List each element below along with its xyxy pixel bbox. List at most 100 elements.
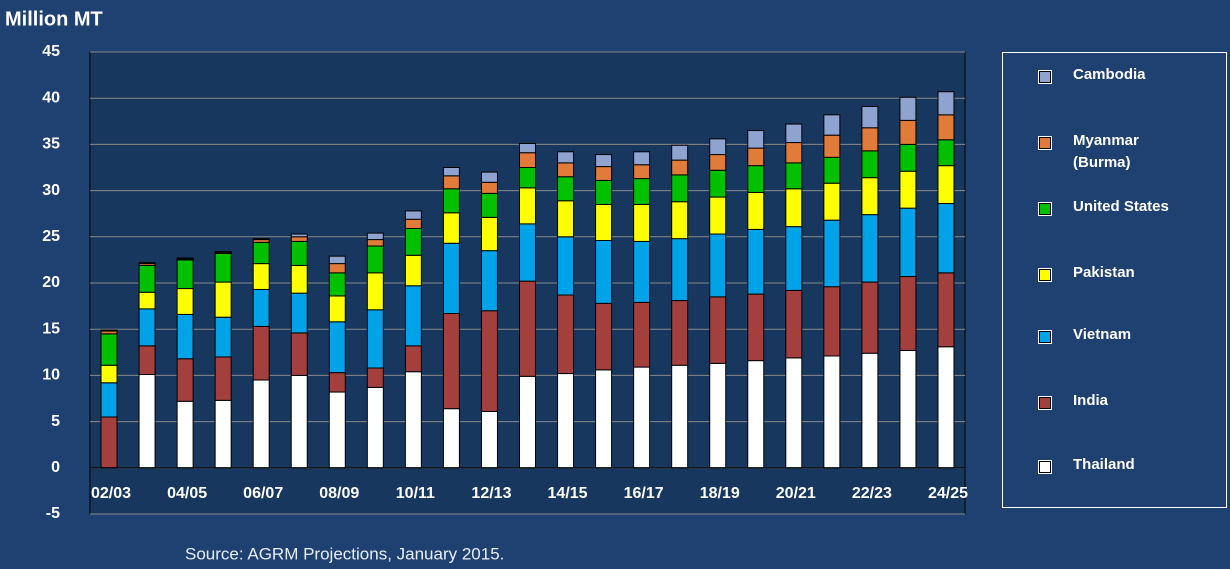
bar-segment <box>595 179 613 205</box>
bar-segment <box>100 364 118 384</box>
bar-segment <box>671 300 689 366</box>
bar-segment <box>328 272 346 297</box>
bar-segment <box>176 313 194 360</box>
bar-segment <box>100 382 118 418</box>
legend-label: India <box>1073 392 1109 409</box>
bar-segment <box>861 214 879 283</box>
bar-segment <box>785 123 803 144</box>
y-tick-label: -5 <box>46 505 60 522</box>
bar-segment <box>595 302 613 371</box>
legend-swatch <box>1038 330 1052 344</box>
legend-label: Myanmar (Burma) <box>1073 132 1139 171</box>
y-tick-label: 10 <box>42 367 60 384</box>
bar-segment <box>709 138 727 156</box>
bar-segment <box>252 263 270 290</box>
bar-segment <box>442 408 460 469</box>
bar-segment <box>328 295 346 323</box>
bar-segment <box>633 366 651 469</box>
bar-segment <box>366 239 384 247</box>
bar-segment <box>328 321 346 374</box>
bar-segment <box>747 147 765 167</box>
bar-segment <box>899 207 917 278</box>
bar-segment <box>785 142 803 164</box>
bar-segment <box>404 227 422 256</box>
bar-segment <box>671 364 689 469</box>
legend-label: Cambodia <box>1073 66 1146 83</box>
bar-segment <box>557 200 575 238</box>
bar-segment <box>861 127 879 152</box>
bar-segment <box>404 210 422 220</box>
bar-segment <box>595 369 613 469</box>
bar-segment <box>709 233 727 298</box>
bar-segment <box>937 272 955 348</box>
bar-segment <box>519 375 536 469</box>
bar-segment <box>785 162 803 190</box>
bar-segment <box>252 288 270 327</box>
bar-segment <box>557 162 575 178</box>
bar-segment <box>595 154 613 168</box>
bar-segment <box>823 286 841 357</box>
bar-segment <box>557 176 575 202</box>
legend-item: Vietnam <box>1038 326 1183 346</box>
source: Source: AGRM Projections, January 2015. <box>185 544 504 563</box>
bar-segment <box>480 171 498 183</box>
x-tick-label: 10/11 <box>396 485 435 502</box>
bar-segment <box>328 372 346 393</box>
bar-segment <box>899 119 917 145</box>
bar-segment <box>480 310 498 412</box>
bar-segment <box>138 264 156 293</box>
bar-segment <box>366 309 384 369</box>
bar-segment <box>519 142 536 154</box>
bar-segment <box>937 165 955 205</box>
bar-segment <box>404 371 422 469</box>
bar-segment <box>519 223 536 282</box>
legend-label: United States <box>1073 198 1169 215</box>
bar-segment <box>785 226 803 291</box>
bar-segment <box>480 192 498 218</box>
bar-segment <box>747 228 765 295</box>
bar-segment <box>633 151 651 166</box>
y-tick-label: 0 <box>51 459 60 476</box>
x-tick-label: 06/07 <box>243 485 283 502</box>
y-tick-label: 30 <box>42 182 60 199</box>
legend-item: Pakistan <box>1038 264 1183 284</box>
bar-segment <box>176 358 194 402</box>
bar-segment <box>823 219 841 288</box>
bar-segment <box>823 134 841 158</box>
y-tick-label: 35 <box>42 136 60 153</box>
bar-segment <box>404 285 422 347</box>
bar-segment <box>290 292 308 334</box>
bar-segment <box>138 262 156 265</box>
x-tick-label: 16/17 <box>624 485 664 502</box>
bar-segment <box>366 232 384 241</box>
bar-segment <box>595 239 613 304</box>
bar-segment <box>823 156 841 184</box>
bar-segment <box>480 216 498 252</box>
x-tick-label: 12/13 <box>471 485 511 502</box>
legend-item: India <box>1038 392 1183 412</box>
bar-segment <box>138 308 156 347</box>
bar-segment <box>442 175 460 190</box>
bar-segment <box>100 333 118 366</box>
bar-segment <box>176 400 194 469</box>
bar-segment <box>671 144 689 161</box>
bar-segment <box>252 238 270 241</box>
bar-segment <box>290 233 308 238</box>
legend-swatch <box>1038 268 1052 282</box>
bar-segment <box>138 291 156 310</box>
bar-segment <box>709 154 727 171</box>
bar-segment <box>214 281 232 318</box>
bar-segment <box>709 196 727 235</box>
bar-segment <box>252 325 270 381</box>
legend-item: United States <box>1038 198 1183 218</box>
bar-segment <box>480 410 498 469</box>
bar-segment <box>557 373 575 469</box>
bar-segment <box>633 178 651 205</box>
bar-segment <box>937 203 955 274</box>
bar-segment <box>671 238 689 302</box>
bar-segment <box>519 167 536 189</box>
x-tick-label: 22/23 <box>852 485 892 502</box>
bar-segment <box>214 316 232 358</box>
bar-segment <box>633 240 651 303</box>
y-tick-label: 40 <box>42 89 60 106</box>
